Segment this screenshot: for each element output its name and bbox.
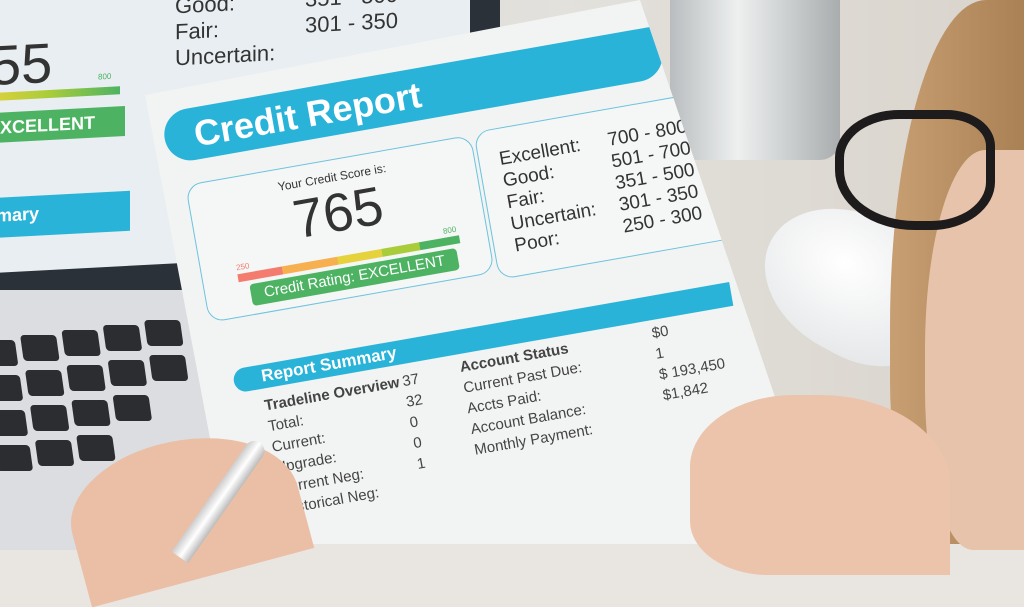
key bbox=[0, 340, 19, 366]
key bbox=[102, 325, 143, 351]
key bbox=[148, 355, 189, 381]
key bbox=[20, 335, 60, 361]
screen-summary-bar: mmary bbox=[0, 190, 130, 239]
key bbox=[29, 405, 70, 431]
score-box: Your Credit Score is: 765 250 800 Credit… bbox=[185, 134, 495, 323]
key bbox=[112, 395, 153, 421]
key bbox=[34, 440, 75, 466]
key bbox=[0, 375, 24, 401]
key bbox=[143, 320, 184, 346]
scale-max: 800 bbox=[442, 224, 457, 236]
plant-pot bbox=[670, 0, 840, 160]
screen-score: 55 bbox=[0, 30, 53, 98]
right-hand bbox=[690, 395, 950, 575]
key bbox=[0, 445, 34, 471]
key bbox=[24, 370, 65, 396]
glasses bbox=[835, 110, 995, 230]
screen-scale-max: 800 bbox=[98, 71, 112, 82]
key bbox=[76, 435, 116, 461]
key bbox=[66, 365, 106, 391]
screen-rating: EXCELLENT bbox=[0, 106, 125, 144]
key bbox=[61, 330, 102, 356]
key bbox=[107, 360, 148, 386]
key bbox=[71, 400, 111, 426]
scale-min: 250 bbox=[235, 261, 251, 273]
key bbox=[0, 410, 29, 436]
